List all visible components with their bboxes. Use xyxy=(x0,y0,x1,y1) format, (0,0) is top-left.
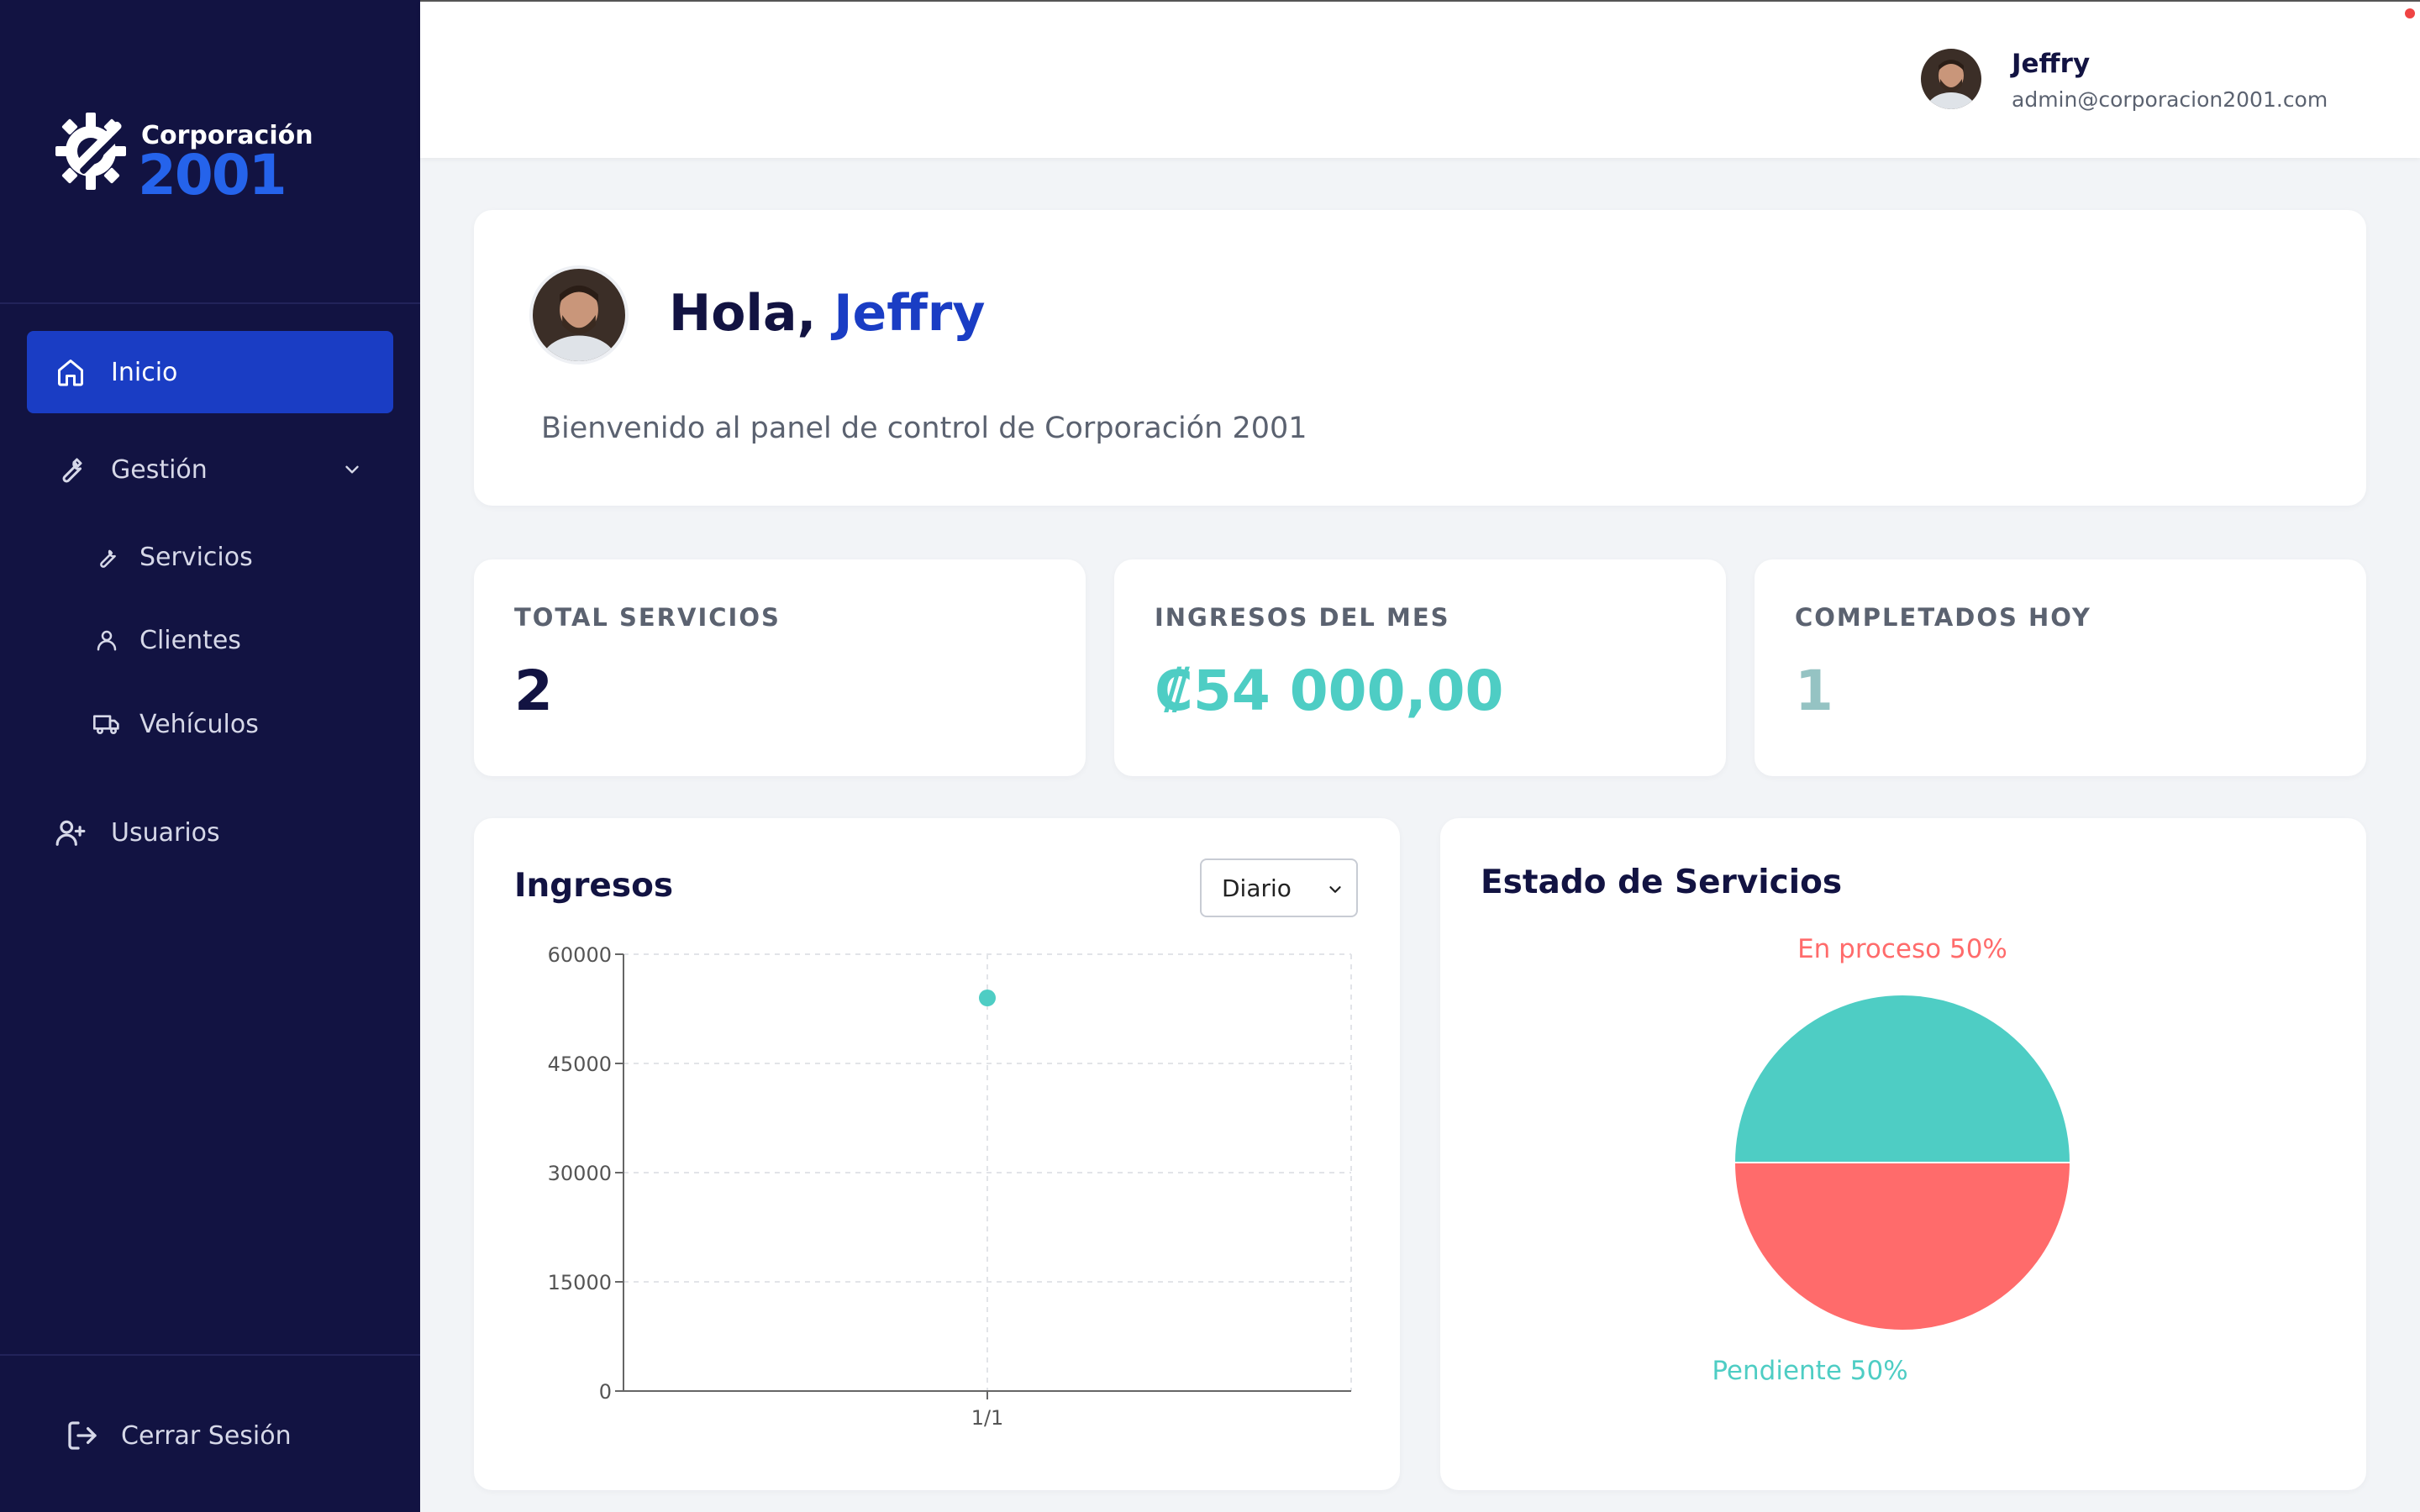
welcome-subtitle: Bienvenido al panel de control de Corpor… xyxy=(541,412,1307,445)
sidebar-subitem-label: Clientes xyxy=(139,625,241,655)
greeting-text: Hola, xyxy=(669,284,817,343)
chevron-down-icon xyxy=(1329,886,1341,893)
status-pie-chart: En proceso 50% Pendiente 50% xyxy=(1712,934,2072,1386)
y-tick-label: 45000 xyxy=(548,1053,612,1076)
sidebar-subitem-servicios[interactable]: Servicios xyxy=(92,528,253,586)
brand-name-line1: Corporación xyxy=(141,121,313,150)
sidebar-item-usuarios[interactable]: Usuarios xyxy=(27,791,393,874)
stat-label: TOTAL SERVICIOS xyxy=(514,603,781,632)
stat-card-completados-hoy: COMPLETADOS HOY 1 xyxy=(1754,559,2366,776)
chevron-down-icon xyxy=(345,465,359,474)
logout-icon xyxy=(68,1421,97,1450)
revenue-chart-card: Ingresos Diario 0 15000 30000 45000 60000 1/1 xyxy=(474,818,1400,1490)
sidebar-item-inicio[interactable]: Inicio xyxy=(27,331,393,413)
page-title: Hola, Jeffry xyxy=(669,284,986,343)
pie-label: Pendiente 50% xyxy=(1712,1356,1907,1386)
wrench-icon xyxy=(92,543,121,571)
user-plus-icon xyxy=(54,816,87,849)
truck-icon xyxy=(92,710,121,738)
pie-label: En proceso 50% xyxy=(1797,934,2007,964)
welcome-card: Hola, Jeffry Bienvenido al panel de cont… xyxy=(474,210,2366,506)
sidebar-item-label: Usuarios xyxy=(111,817,220,848)
x-tick-label: 1/1 xyxy=(971,1406,1004,1430)
stat-value: 2 xyxy=(514,659,553,723)
sidebar-divider xyxy=(0,302,420,304)
sidebar-divider xyxy=(0,1354,420,1356)
avatar[interactable] xyxy=(1921,49,1981,109)
sidebar-subitem-vehiculos[interactable]: Vehículos xyxy=(92,695,259,753)
stat-card-total-servicios: TOTAL SERVICIOS 2 xyxy=(474,559,1086,776)
pie-slice xyxy=(1733,994,2072,1163)
period-select[interactable]: Diario xyxy=(1200,858,1358,917)
chart-title: Ingresos xyxy=(514,867,674,905)
wrench-icon xyxy=(54,453,87,486)
period-select-value: Diario xyxy=(1222,874,1292,902)
data-point xyxy=(979,990,996,1006)
sidebar: Corporación 2001 Inicio Gestión Servicio… xyxy=(0,0,420,1512)
revenue-chart: 0 15000 30000 45000 60000 1/1 xyxy=(548,943,1352,1430)
sidebar-subitem-label: Servicios xyxy=(139,542,253,572)
chart-title: Estado de Servicios xyxy=(1481,864,1843,901)
user-name: Jeffry xyxy=(2012,49,2091,79)
greeting-name: Jeffry xyxy=(834,284,986,343)
sidebar-subitem-clientes[interactable]: Clientes xyxy=(92,611,241,669)
stat-label: INGRESOS DEL MES xyxy=(1155,603,1450,632)
logout-button[interactable]: Cerrar Sesión xyxy=(66,1411,292,1460)
brand-logo[interactable]: Corporación 2001 xyxy=(54,109,313,207)
sidebar-subitem-label: Vehículos xyxy=(139,709,259,739)
avatar xyxy=(529,265,629,365)
user-icon xyxy=(92,626,121,654)
top-bar: Jeffry admin@corporacion2001.com xyxy=(420,0,2420,158)
pie-slice xyxy=(1733,1162,2072,1331)
gear-wrench-logo-icon xyxy=(55,113,126,190)
status-chart-card: Estado de Servicios En proceso 50% Pendie… xyxy=(1440,818,2366,1490)
sidebar-item-label: Gestión xyxy=(111,454,208,485)
stat-card-ingresos-mes: INGRESOS DEL MES ₡54 000,00 xyxy=(1114,559,1726,776)
y-tick-label: 0 xyxy=(599,1380,612,1404)
home-icon xyxy=(54,355,87,389)
stat-value: ₡54 000,00 xyxy=(1155,659,1504,723)
stat-value: 1 xyxy=(1795,659,1833,723)
notification-dot xyxy=(2405,8,2415,18)
logout-label: Cerrar Sesión xyxy=(121,1420,292,1451)
brand-name-line2: 2001 xyxy=(138,143,287,207)
y-tick-label: 15000 xyxy=(548,1271,612,1294)
sidebar-item-gestion[interactable]: Gestión xyxy=(27,428,393,511)
y-tick-label: 60000 xyxy=(548,943,612,967)
stat-label: COMPLETADOS HOY xyxy=(1795,603,2091,632)
y-tick-label: 30000 xyxy=(548,1162,612,1185)
sidebar-item-label: Inicio xyxy=(111,357,178,387)
user-email: admin@corporacion2001.com xyxy=(2012,87,2328,112)
